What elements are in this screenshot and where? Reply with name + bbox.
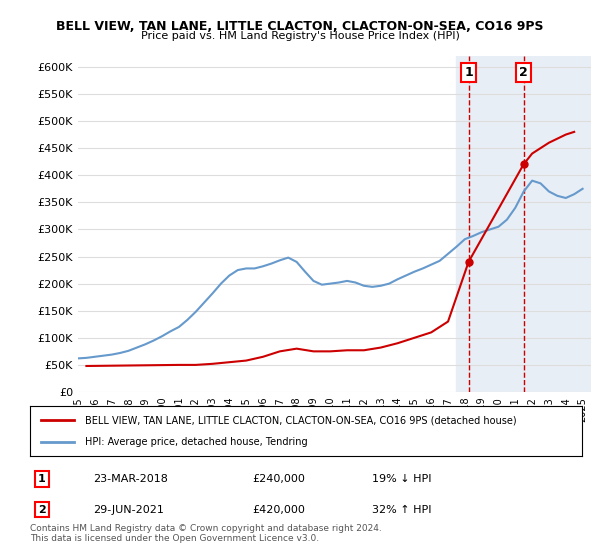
Text: £240,000: £240,000 [252, 474, 305, 484]
Text: 19% ↓ HPI: 19% ↓ HPI [372, 474, 431, 484]
Text: Contains HM Land Registry data © Crown copyright and database right 2024.
This d: Contains HM Land Registry data © Crown c… [30, 524, 382, 543]
Text: BELL VIEW, TAN LANE, LITTLE CLACTON, CLACTON-ON-SEA, CO16 9PS (detached house): BELL VIEW, TAN LANE, LITTLE CLACTON, CLA… [85, 415, 517, 425]
Text: 29-JUN-2021: 29-JUN-2021 [93, 505, 164, 515]
Text: 23-MAR-2018: 23-MAR-2018 [93, 474, 168, 484]
Text: £420,000: £420,000 [252, 505, 305, 515]
Text: BELL VIEW, TAN LANE, LITTLE CLACTON, CLACTON-ON-SEA, CO16 9PS: BELL VIEW, TAN LANE, LITTLE CLACTON, CLA… [56, 20, 544, 32]
Bar [457, 56, 591, 392]
Text: Price paid vs. HM Land Registry's House Price Index (HPI): Price paid vs. HM Land Registry's House … [140, 31, 460, 41]
Text: 1: 1 [38, 474, 46, 484]
Text: 2: 2 [519, 66, 528, 79]
Text: HPI: Average price, detached house, Tendring: HPI: Average price, detached house, Tend… [85, 437, 308, 447]
Text: 32% ↑ HPI: 32% ↑ HPI [372, 505, 431, 515]
Text: 1: 1 [464, 66, 473, 79]
Text: 2: 2 [38, 505, 46, 515]
